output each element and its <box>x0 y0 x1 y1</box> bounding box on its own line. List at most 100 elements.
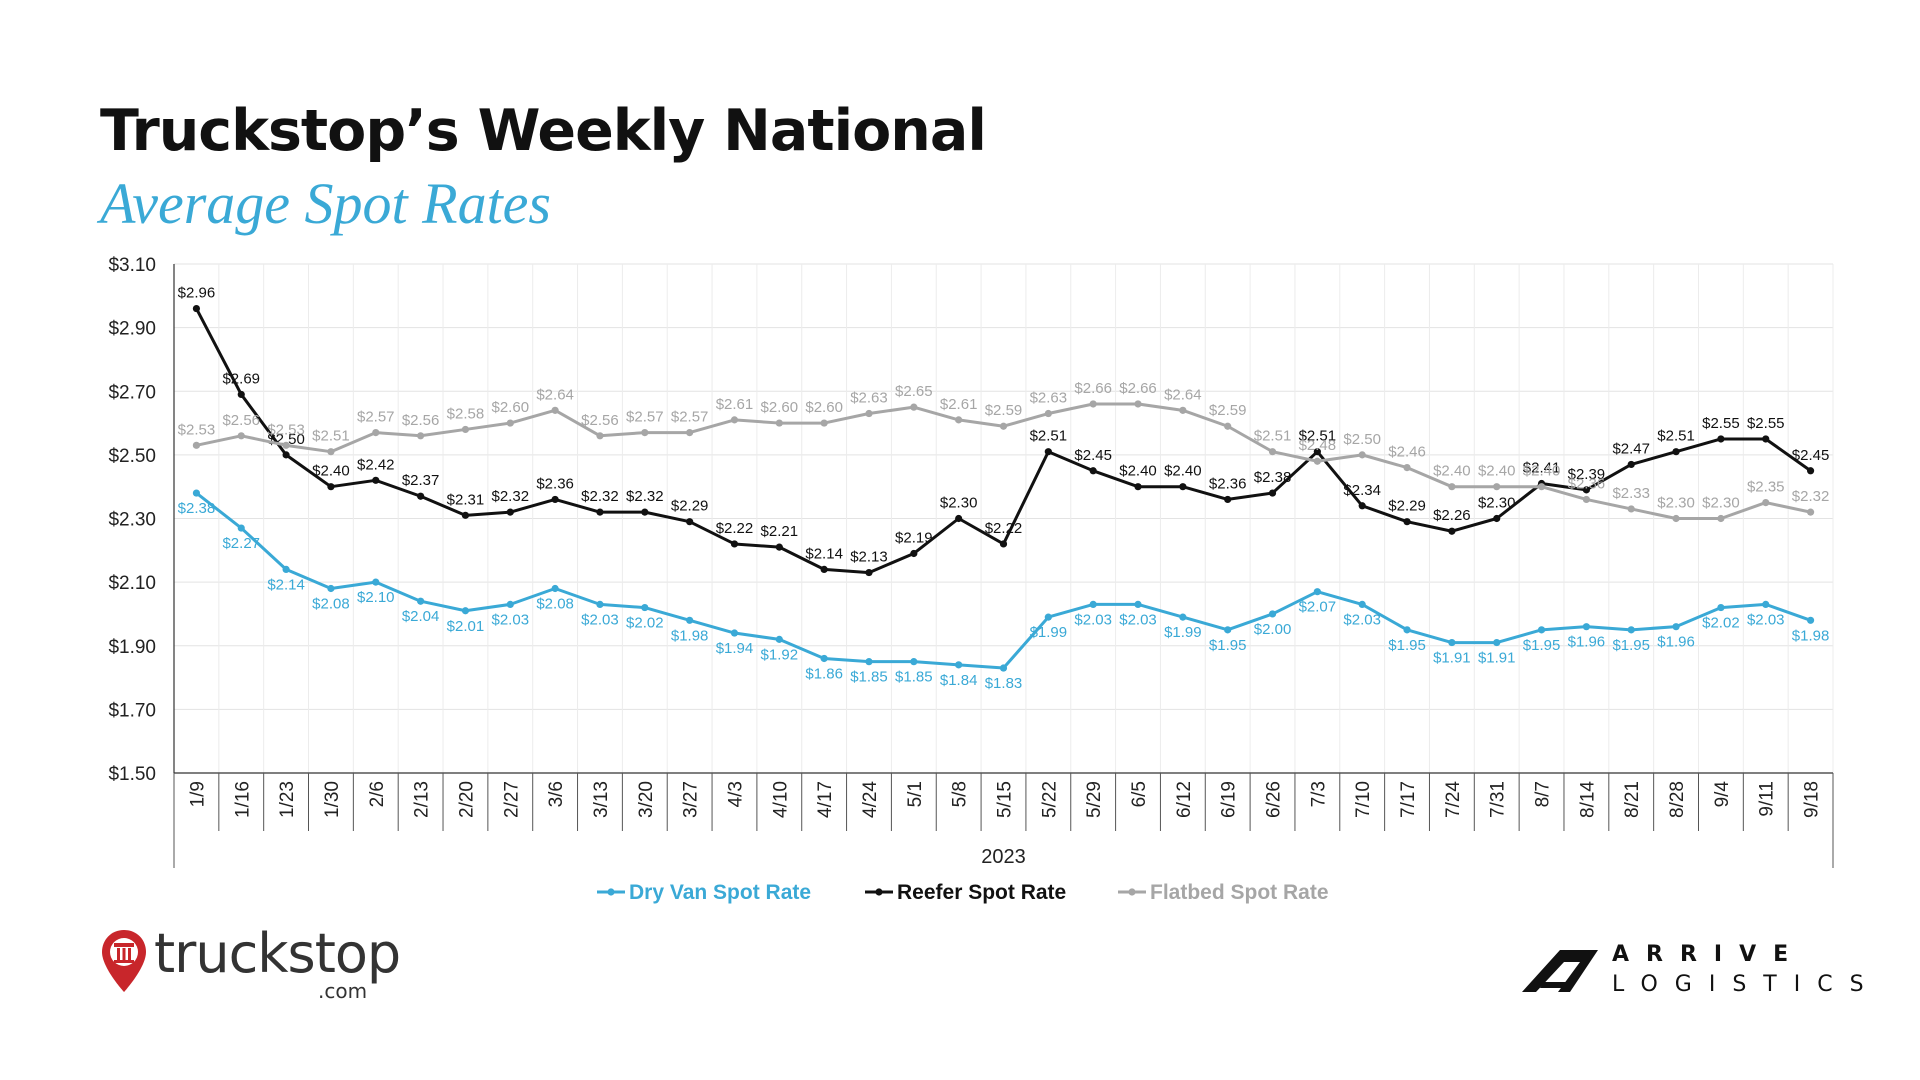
y-tick-label: $2.90 <box>108 319 156 340</box>
y-tick-label: $1.70 <box>108 700 156 721</box>
data-point <box>192 441 201 449</box>
y-tick-label: $2.10 <box>108 573 156 594</box>
data-label: $2.30 <box>940 495 978 512</box>
data-point <box>1358 451 1366 459</box>
data-point <box>1672 514 1680 523</box>
y-tick-label: $3.10 <box>108 255 156 276</box>
data-label: $2.45 <box>1792 447 1830 464</box>
data-label: $2.30 <box>1702 495 1740 512</box>
data-label: $2.61 <box>716 396 754 413</box>
data-point <box>1448 638 1456 647</box>
data-point <box>1268 489 1277 497</box>
data-label: $2.40 <box>1433 463 1471 480</box>
data-point <box>1806 467 1815 475</box>
data-point <box>1403 518 1411 526</box>
data-label: $2.19 <box>895 529 933 546</box>
data-label: $2.42 <box>357 456 395 473</box>
data-point <box>820 419 828 427</box>
data-point <box>1224 422 1232 430</box>
chart-title: Truckstop’s Weekly National <box>100 98 987 164</box>
x-axis-title: 2023 <box>981 846 1026 868</box>
data-label: $2.65 <box>895 383 933 400</box>
data-point <box>1044 613 1052 621</box>
x-tick-label: 5/29 <box>1084 781 1105 818</box>
x-tick-label: 3/20 <box>636 781 657 818</box>
data-label: $2.31 <box>447 491 485 508</box>
data-point <box>1179 483 1187 491</box>
data-point <box>999 664 1008 672</box>
data-label: $2.64 <box>1164 386 1202 403</box>
data-point <box>461 425 470 434</box>
data-label: $2.27 <box>222 535 260 552</box>
data-point <box>641 603 649 612</box>
data-point <box>237 524 245 532</box>
x-tick-label: 2/27 <box>501 781 522 818</box>
data-point <box>417 492 425 500</box>
data-point <box>1717 435 1725 443</box>
arrive-logistics-logo: ARRIVE LOGISTICS <box>1520 940 1864 1010</box>
y-tick-label: $2.70 <box>108 382 156 403</box>
data-point <box>282 565 290 574</box>
data-label: $2.60 <box>761 399 799 416</box>
data-point <box>1268 448 1277 456</box>
data-label: $2.40 <box>1478 463 1516 480</box>
data-point <box>1224 626 1232 634</box>
data-point <box>641 508 649 516</box>
data-label: $2.26 <box>1433 507 1471 524</box>
data-point <box>596 508 604 516</box>
legend-swatch-marker <box>607 888 615 896</box>
data-label: $2.66 <box>1074 380 1112 397</box>
data-label: $2.69 <box>222 370 260 387</box>
data-label: $1.85 <box>850 669 888 686</box>
x-tick-label: 6/5 <box>1129 781 1150 807</box>
x-tick-label: 8/21 <box>1622 781 1643 818</box>
x-tick-label: 2/6 <box>367 781 388 807</box>
data-point <box>865 658 873 666</box>
data-point <box>1313 457 1321 465</box>
data-point <box>730 416 739 424</box>
data-label: $1.86 <box>805 665 843 682</box>
x-tick-label: 4/3 <box>725 781 746 807</box>
data-point <box>1044 448 1052 456</box>
data-point <box>1672 448 1680 456</box>
data-label: $1.85 <box>895 669 933 686</box>
data-label: $2.02 <box>626 615 664 632</box>
x-tick-label: 3/27 <box>681 781 702 818</box>
x-tick-label: 2/20 <box>456 781 477 818</box>
x-tick-label: 8/7 <box>1533 781 1554 807</box>
data-point <box>1762 600 1770 608</box>
data-label: $2.56 <box>402 412 440 429</box>
data-label: $2.63 <box>850 390 888 407</box>
arrive-wordmark: ARRIVE <box>1612 942 1806 967</box>
data-point <box>1672 623 1680 631</box>
data-point <box>282 441 290 449</box>
data-label: $1.91 <box>1433 650 1471 667</box>
x-tick-label: 8/14 <box>1577 781 1598 818</box>
data-label: $2.03 <box>581 611 619 628</box>
data-point <box>1179 613 1187 621</box>
x-tick-label: 1/9 <box>187 781 208 807</box>
data-point <box>730 540 739 548</box>
y-tick-label: $1.90 <box>108 637 156 658</box>
data-point <box>327 483 335 491</box>
data-label: $1.99 <box>1164 624 1202 641</box>
data-point <box>551 406 559 414</box>
data-point <box>551 584 559 593</box>
data-point <box>686 429 694 437</box>
data-point <box>1089 600 1097 608</box>
legend-label: Flatbed Spot Rate <box>1150 881 1329 904</box>
data-label: $2.04 <box>402 608 440 625</box>
data-label: $1.92 <box>761 646 799 663</box>
data-point <box>775 419 783 427</box>
data-point <box>1717 514 1725 523</box>
data-label: $2.22 <box>985 520 1023 537</box>
data-label: $2.51 <box>1299 428 1337 445</box>
x-tick-label: 9/4 <box>1712 781 1733 808</box>
data-label: $2.01 <box>447 618 485 635</box>
data-label: $2.66 <box>1119 380 1157 397</box>
data-label: $2.40 <box>1119 463 1157 480</box>
data-point <box>955 514 963 523</box>
data-label: $2.03 <box>1119 611 1157 628</box>
data-label: $2.60 <box>492 399 530 416</box>
x-tick-label: 3/6 <box>546 781 567 807</box>
